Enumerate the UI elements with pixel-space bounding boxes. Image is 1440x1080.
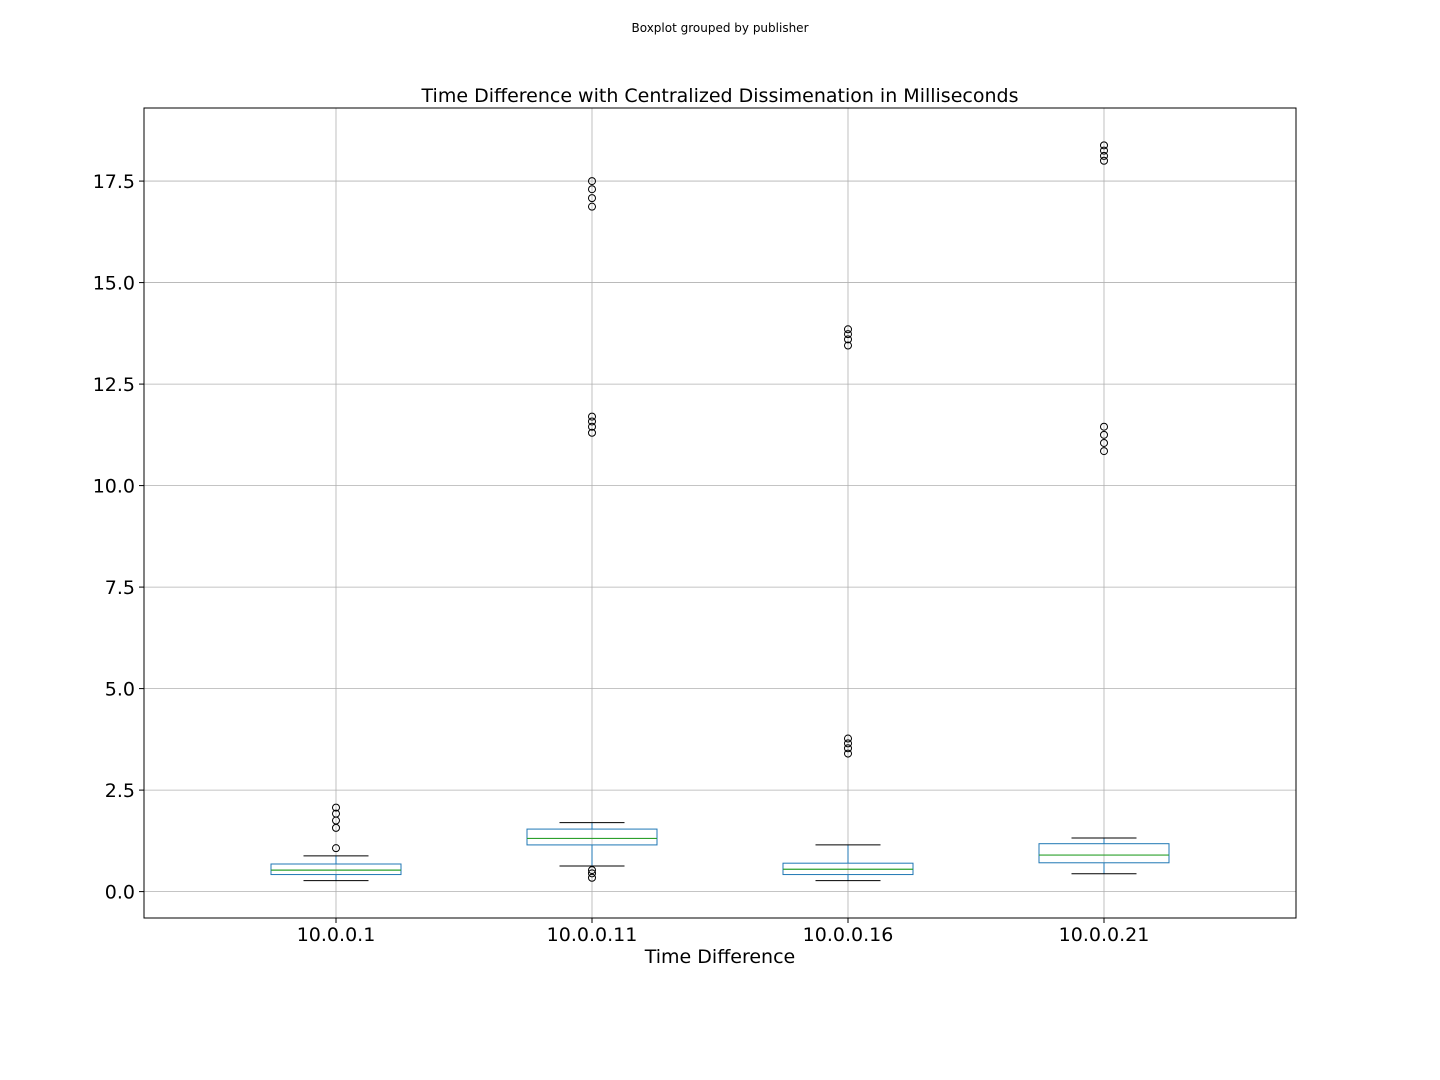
box-10-0-0-16 (782, 325, 914, 882)
outlier-point (1100, 447, 1108, 456)
y-tick-label: 10.0 (93, 476, 135, 498)
outlier-point (588, 194, 596, 203)
outlier-point (332, 803, 340, 812)
y-axis-ticks: 0.0 2.5 5.0 7.5 10.0 12.5 15.0 17.5 (93, 171, 144, 904)
outlier-point (844, 744, 852, 753)
x-tick-label: 10.0.0.11 (547, 924, 638, 946)
y-tick-label: 5.0 (105, 679, 135, 701)
outlier-point (588, 866, 596, 875)
y-tick-label: 7.5 (105, 577, 135, 599)
outlier-point (588, 185, 596, 194)
y-tick-label: 15.0 (93, 273, 135, 295)
outlier-point (332, 844, 340, 853)
x-axis-label: Time Difference (644, 946, 796, 968)
box-10-0-0-1 (270, 803, 402, 882)
outlier-point (588, 412, 596, 421)
y-tick-label: 2.5 (105, 780, 135, 802)
x-tick-label: 10.0.0.16 (803, 924, 894, 946)
outlier-point (844, 341, 852, 350)
outlier-point (588, 869, 596, 878)
outlier-point (1100, 430, 1108, 439)
y-tick-label: 12.5 (93, 374, 135, 396)
box-10-0-0-11 (526, 177, 658, 882)
outlier-point (1100, 156, 1108, 165)
outlier-point (844, 325, 852, 334)
x-axis-ticks: 10.0.0.1 10.0.0.11 10.0.0.16 10.0.0.21 (297, 918, 1150, 946)
x-tick-label: 10.0.0.21 (1059, 924, 1150, 946)
outlier-point (844, 330, 852, 339)
box-10-0-0-21 (1038, 141, 1170, 875)
outlier-point (588, 422, 596, 431)
outlier-point (588, 428, 596, 437)
outlier-point (588, 417, 596, 426)
outlier-point (1100, 438, 1108, 447)
outlier-point (1100, 151, 1108, 160)
outlier-point (588, 202, 596, 211)
outlier-point (332, 809, 340, 818)
x-tick-label: 10.0.0.1 (297, 924, 376, 946)
outlier-point (588, 177, 596, 186)
outlier-point (844, 335, 852, 344)
chart-title: Time Difference with Centralized Dissime… (421, 85, 1019, 107)
iqr-box (270, 863, 402, 876)
outlier-point (844, 749, 852, 758)
figure-suptitle: Boxplot grouped by publisher (632, 21, 809, 35)
iqr-box (526, 828, 658, 846)
y-tick-label: 0.0 (105, 882, 135, 904)
iqr-box (1038, 843, 1170, 864)
y-tick-label: 17.5 (93, 171, 135, 193)
outlier-point (1100, 141, 1108, 150)
outlier-point (588, 873, 596, 882)
outlier-point (1100, 146, 1108, 155)
outlier-point (844, 739, 852, 748)
plot-frame (143, 107, 1297, 919)
outlier-point (844, 734, 852, 743)
box-series (270, 141, 1170, 882)
outlier-point (1100, 422, 1108, 431)
grid-lines (144, 108, 1296, 918)
